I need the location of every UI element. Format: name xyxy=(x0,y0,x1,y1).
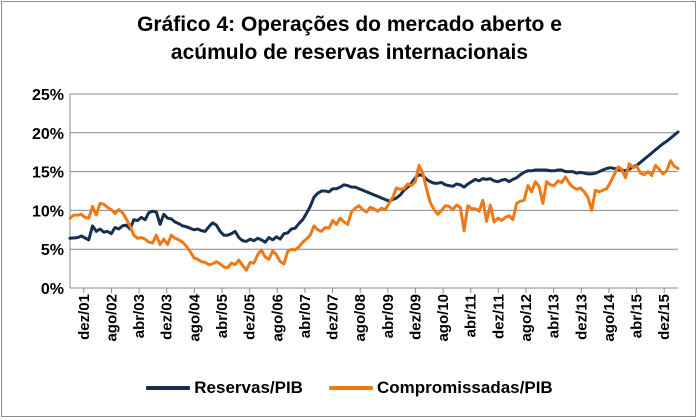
x-tick-label-15: dez/11 xyxy=(490,294,507,339)
x-tick-label-13: ago/10 xyxy=(435,294,452,342)
x-tick-label-9: dez/07 xyxy=(325,294,342,340)
y-axis-tick-labels: 0% 5% 10% 15% 20% 25% xyxy=(32,87,64,298)
gridlines xyxy=(70,93,678,250)
series-lines xyxy=(68,130,680,272)
x-tick-label-5: abr/05 xyxy=(214,294,231,338)
x-tick-label-19: ago/14 xyxy=(601,293,618,341)
chart-title: Gráfico 4: Operações do mercado aberto e… xyxy=(0,11,699,67)
series-line-compromissadas xyxy=(68,159,680,272)
x-tick-label-20: abr/15 xyxy=(629,294,646,338)
y-tick-label-0: 0% xyxy=(41,281,64,298)
x-tick-label-3: dez/03 xyxy=(159,294,176,340)
x-tick-label-21: dez/15 xyxy=(656,294,673,340)
x-tick-label-17: abr/13 xyxy=(546,294,563,338)
legend-swatch-reservas xyxy=(146,386,191,390)
x-tick-label-2: abr/03 xyxy=(131,294,148,338)
axes xyxy=(69,94,678,289)
x-tick-label-7: ago/06 xyxy=(269,294,286,342)
x-tick-label-8: abr/07 xyxy=(297,294,314,338)
y-tick-label-2: 10% xyxy=(32,203,64,220)
x-tick-label-16: ago/12 xyxy=(518,294,535,342)
x-tick-label-18: dez/13 xyxy=(573,294,590,340)
x-tick-label-1: ago/02 xyxy=(103,294,120,342)
x-tick-label-10: ago/08 xyxy=(352,294,369,342)
x-tick-label-11: abr/09 xyxy=(380,294,397,338)
legend-label-compromissadas: Compromissadas/PIB xyxy=(376,378,553,397)
legend-item-compromissadas: Compromissadas/PIB xyxy=(328,378,553,398)
legend-swatch-compromissadas xyxy=(328,386,373,390)
legend: Reservas/PIB Compromissadas/PIB xyxy=(0,375,699,401)
y-tick-label-4: 20% xyxy=(32,126,64,143)
chart-title-line-2: acúmulo de reservas internacionais xyxy=(170,41,529,64)
x-tick-label-4: ago/04 xyxy=(186,293,203,341)
y-tick-label-1: 5% xyxy=(41,242,64,259)
y-tick-label-3: 15% xyxy=(32,165,64,182)
series-line-reservas xyxy=(68,130,680,244)
legend-label-reservas: Reservas/PIB xyxy=(194,378,303,397)
legend-item-reservas: Reservas/PIB xyxy=(146,378,303,398)
x-tick-label-0: dez/01 xyxy=(76,294,93,340)
x-axis-tick-labels: dez/01 ago/02 abr/03 dez/03 ago/04 abr/05 dez/… xyxy=(76,288,673,342)
x-tick-label-12: dez/09 xyxy=(407,294,424,340)
chart-title-line-1: Gráfico 4: Operações do mercado aberto e xyxy=(137,13,562,36)
x-tick-label-6: dez/05 xyxy=(242,294,259,340)
x-tick-label-14: abr/11 xyxy=(463,294,480,337)
y-tick-label-5: 25% xyxy=(32,87,64,104)
